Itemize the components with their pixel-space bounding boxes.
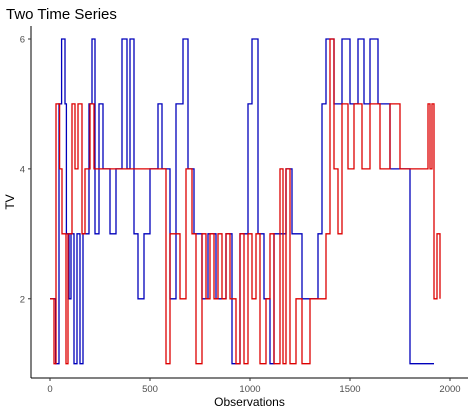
y-tick-label: 2 <box>20 294 25 305</box>
x-axis-ticks: 0 500 1000 1500 2000 <box>47 378 461 395</box>
x-tick-label: 2000 <box>439 384 460 395</box>
x-tick-label: 1500 <box>339 384 360 395</box>
series-line-2 <box>50 38 441 365</box>
x-tick-label: 500 <box>142 384 158 395</box>
y-axis-ticks: 2 4 6 <box>20 34 31 305</box>
y-axis-title: TV <box>3 194 17 209</box>
series-layer <box>50 38 441 365</box>
y-tick-label: 6 <box>20 34 25 45</box>
y-tick-label: 4 <box>20 164 25 175</box>
x-tick-label: 1000 <box>239 384 260 395</box>
x-axis-title: Observations <box>214 395 285 409</box>
chart-title: Two Time Series <box>6 6 117 23</box>
x-tick-label: 0 <box>47 384 52 395</box>
